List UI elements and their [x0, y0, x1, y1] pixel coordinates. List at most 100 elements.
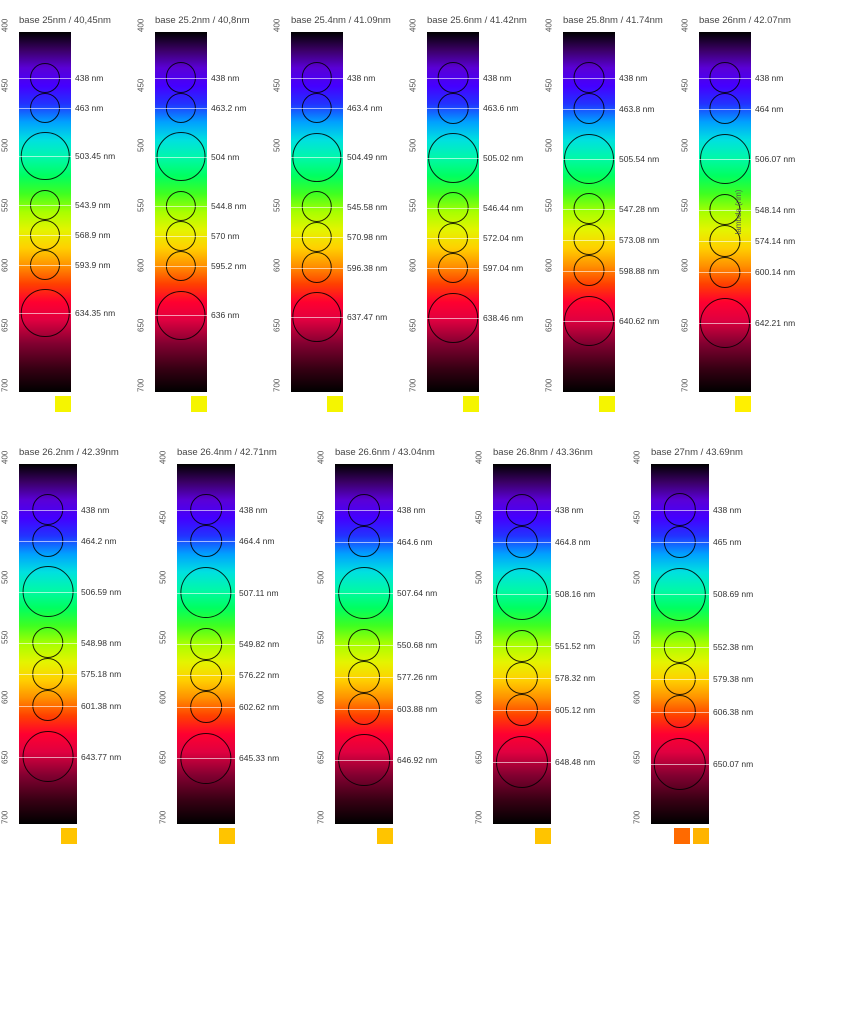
- wavelength-label: 463.8 nm: [615, 104, 654, 114]
- strip-wrap: 400450500550600650700438 nm465 nm508.69 …: [637, 464, 759, 824]
- axis-tick: 700: [317, 811, 326, 824]
- spectrum-strip: 438 nm464.6 nm507.64 nm550.68 nm577.26 n…: [335, 464, 393, 824]
- wavelength-circle: [709, 62, 740, 93]
- tick-line: [493, 542, 551, 543]
- tick-line: [19, 156, 71, 157]
- overlay: 438 nm464.4 nm507.11 nm549.82 nm576.22 n…: [177, 464, 235, 824]
- panel-title: base 27nm / 43.69nm: [637, 447, 759, 458]
- wavelength-circle: [157, 132, 206, 181]
- wavelength-circle: [438, 192, 469, 223]
- tick-line: [291, 268, 343, 269]
- wavelength-label: 549.82 nm: [235, 639, 279, 649]
- axis-tick: 700: [273, 379, 282, 392]
- axis-tick: 600: [633, 691, 642, 704]
- wavelength-label: 463.2 nm: [207, 103, 246, 113]
- axis-tick: 700: [137, 379, 146, 392]
- wavelength-circle: [438, 93, 469, 124]
- wavelength-circle: [496, 568, 548, 620]
- wavelength-circle: [302, 252, 332, 282]
- axis-tick: 550: [545, 199, 554, 212]
- tick-line: [563, 240, 615, 241]
- tick-line: [651, 542, 709, 543]
- wavelength-label: 463.4 nm: [343, 103, 382, 113]
- panel-title: base 25.6nm / 41.42nm: [413, 15, 529, 26]
- wavelength-label: 463 nm: [71, 103, 103, 113]
- wavelength-circle: [574, 255, 605, 286]
- spectrum-strip: 438 nm463.8 nm505.54 nm547.28 nm573.08 n…: [563, 32, 615, 392]
- result-swatches: [141, 396, 209, 412]
- wavelength-circle: [23, 566, 74, 617]
- axis-tick: 400: [1, 19, 10, 32]
- wavelength-label: 550.68 nm: [393, 640, 437, 650]
- axis-tick: 650: [1, 751, 10, 764]
- wavelength-label: 438 nm: [71, 73, 103, 83]
- wavelength-circle: [438, 62, 469, 93]
- spectrum-strip: 438 nm463.2 nm504 nm544.8 nm570 nm595.2 …: [155, 32, 207, 392]
- wavelength-circle: [564, 134, 614, 184]
- wavelength-label: 552.38 nm: [709, 642, 753, 652]
- panel-title: base 26nm / 42.07nm: [685, 15, 801, 26]
- tick-line: [177, 758, 235, 759]
- wavelength-label: 508.69 nm: [709, 589, 753, 599]
- tick-line: [563, 159, 615, 160]
- wavelength-label: 638.46 nm: [479, 313, 523, 323]
- tick-line: [19, 541, 77, 542]
- wavelength-circle: [348, 494, 380, 526]
- tick-line: [19, 78, 71, 79]
- tick-line: [335, 709, 393, 710]
- tick-line: [19, 510, 77, 511]
- tick-line: [563, 271, 615, 272]
- tick-line: [651, 764, 709, 765]
- axis-tick: 600: [273, 259, 282, 272]
- wavelength-axis: 400450500550600650700: [549, 32, 563, 392]
- wavelength-label: 574.14 nm: [751, 236, 795, 246]
- wavelength-label: 464.8 nm: [551, 537, 590, 547]
- axis-tick: 400: [633, 451, 642, 464]
- wavelength-circle: [190, 691, 222, 723]
- tick-line: [19, 643, 77, 644]
- tick-line: [651, 510, 709, 511]
- tick-line: [427, 108, 479, 109]
- overlay: 438 nm464.2 nm506.59 nm548.98 nm575.18 n…: [19, 464, 77, 824]
- strip-wrap: 400450500550600650700438 nm464.2 nm506.5…: [5, 464, 127, 824]
- tick-line: [155, 108, 207, 109]
- wavelength-circle: [506, 526, 538, 558]
- tick-line: [427, 268, 479, 269]
- wavelength-circle: [709, 257, 740, 288]
- wavelength-label: 605.12 nm: [551, 705, 595, 715]
- wavelength-circle: [506, 662, 538, 694]
- wavelength-label: 596.38 nm: [343, 263, 387, 273]
- axis-tick: 700: [159, 811, 168, 824]
- wavelength-label: 464.4 nm: [235, 536, 274, 546]
- overlay: 438 nm463.6 nm505.02 nm546.44 nm572.04 n…: [427, 32, 479, 392]
- axis-tick: 600: [159, 691, 168, 704]
- wavelength-circle: [30, 220, 60, 250]
- spectrum-strip: 438 nm464 nm506.07 nm548.14 nm574.14 nm6…: [699, 32, 751, 392]
- tick-line: [155, 315, 207, 316]
- axis-tick: 550: [409, 199, 418, 212]
- panel-title: base 25.4nm / 41.09nm: [277, 15, 393, 26]
- wavelength-label: 438 nm: [751, 73, 783, 83]
- color-swatch: [377, 828, 393, 844]
- wavelength-circle: [664, 493, 696, 525]
- wavelength-circle: [292, 292, 341, 341]
- wavelength-circle: [302, 93, 332, 123]
- axis-tick: 500: [1, 139, 10, 152]
- axis-tick: 600: [1, 691, 10, 704]
- tick-line: [563, 209, 615, 210]
- wavelength-circle: [700, 134, 750, 184]
- wavelength-label: 577.26 nm: [393, 672, 437, 682]
- tick-line: [563, 109, 615, 110]
- wavelength-label: 602.62 nm: [235, 702, 279, 712]
- wavelength-label: 597.04 nm: [479, 263, 523, 273]
- wavelength-label: 544.8 nm: [207, 201, 246, 211]
- wavelength-label: 465 nm: [709, 537, 741, 547]
- panel-row: base 26.2nm / 42.39nm4004505005506006507…: [5, 447, 836, 844]
- wavelength-label: 650.07 nm: [709, 759, 753, 769]
- wavelength-label: 576.22 nm: [235, 670, 279, 680]
- wavelength-label: 648.48 nm: [551, 757, 595, 767]
- tick-line: [19, 265, 71, 266]
- tick-line: [335, 760, 393, 761]
- wavelength-label: 503.45 nm: [71, 151, 115, 161]
- wavelength-axis: 400450500550600650700: [5, 32, 19, 392]
